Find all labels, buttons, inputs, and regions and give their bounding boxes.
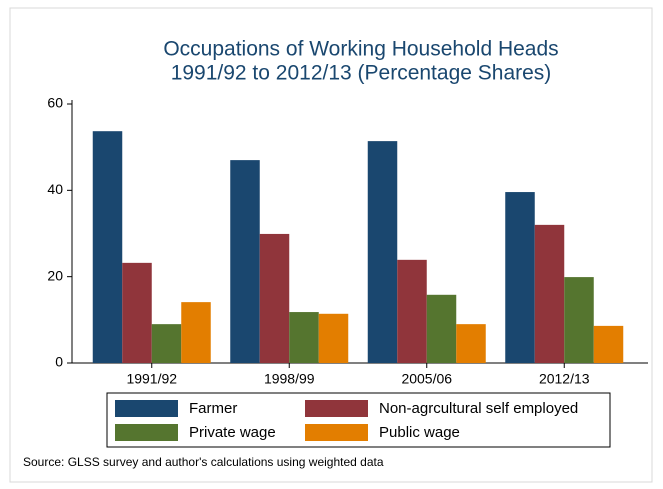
y-tick-label: 20 [47,267,63,283]
source-note: Source: GLSS survey and author's calcula… [23,455,384,469]
legend-label: Farmer [189,400,237,417]
bar [181,302,211,363]
legend-label: Public wage [379,424,460,441]
bar [367,141,398,363]
bar [230,160,260,363]
bar [259,233,290,363]
chart-title: 1991/92 to 2012/13 (Percentage Shares) [171,62,552,85]
bar [122,262,152,363]
y-tick-label: 60 [47,95,63,111]
legend-swatch [115,424,178,441]
bar [397,259,427,363]
bar [564,277,594,363]
bar [534,224,565,363]
bar [505,192,535,363]
bar [289,312,319,363]
bar [456,324,486,363]
legend-swatch [305,424,368,441]
x-tick-label: 2005/06 [401,371,452,387]
y-tick-label: 40 [47,181,63,197]
bar [151,324,182,363]
bar [92,131,123,363]
legend-swatch [305,400,368,417]
x-tick-label: 1991/92 [126,371,177,387]
legend-label: Non-agrcultural self employed [379,400,578,417]
bar [426,294,457,363]
legend-label: Private wage [189,424,276,441]
y-tick-label: 0 [55,354,63,370]
x-tick-label: 1998/99 [264,371,315,387]
bar [318,313,349,363]
x-tick-label: 2012/13 [539,371,590,387]
chart-title: Occupations of Working Household Heads [163,38,558,61]
bar [593,325,624,363]
legend-swatch [115,400,178,417]
